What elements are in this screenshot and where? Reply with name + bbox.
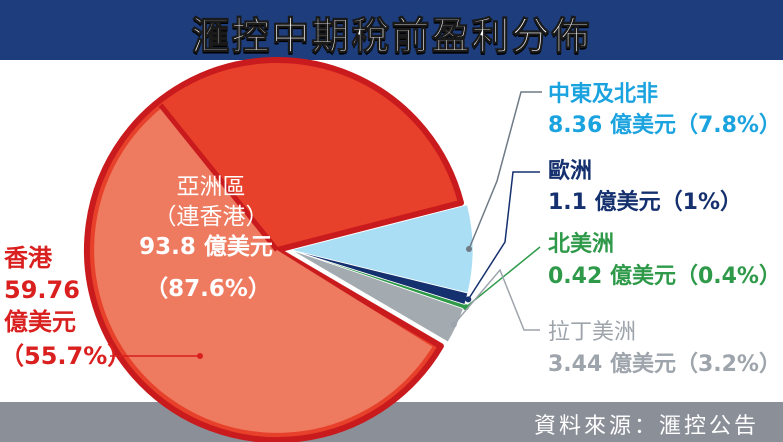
leader-europe <box>467 171 540 300</box>
hongkong-label-unit: 億美元 <box>4 308 76 336</box>
asia-label-percent: （87.6%） <box>145 275 271 302</box>
chart-title-shadow: 滙控中期稅前盈利分佈 <box>191 16 592 60</box>
latin-america-label-name: 拉丁美洲 <box>548 320 636 345</box>
mena-label-name: 中東及北非 <box>548 82 658 107</box>
hongkong-label-name: 香港 <box>4 244 53 272</box>
leader-latin-america <box>453 268 540 331</box>
hongkong-label-percent: （55.7%） <box>0 342 131 370</box>
europe-label: 歐洲 1.1 億美元（1%） <box>548 158 742 215</box>
mena-label-value: 8.36 億美元（7.8%） <box>548 112 781 138</box>
asia-label-value: 93.8 億美元 <box>139 233 273 260</box>
europe-label-value: 1.1 億美元（1%） <box>548 189 742 215</box>
hongkong-divider <box>158 103 279 252</box>
hongkong-label-value: 59.76 <box>4 276 80 304</box>
leader-hongkong-dot <box>197 353 203 359</box>
north-america-label-name: 北美洲 <box>548 231 614 257</box>
slice-hongkong <box>94 107 433 433</box>
chart-title: 滙控中期稅前盈利分佈 <box>191 14 592 59</box>
north-america-label: 北美洲 0.42 億美元（0.4%） <box>548 231 781 289</box>
leader-mena <box>468 91 542 250</box>
hongkong-label: 香港 59.76 億美元 （55.7%） <box>0 244 131 370</box>
source-note: 資料來源：滙控公告 <box>533 414 759 439</box>
north-america-label-value: 0.42 億美元（0.4%） <box>548 263 781 289</box>
footer-bar: 資料來源：滙控公告 <box>0 402 783 442</box>
asia-label-name: 亞洲區 <box>177 174 246 200</box>
leader-europe-dot <box>465 296 472 303</box>
asia-label-sub: （連香港） <box>154 204 269 230</box>
mena-label: 中東及北非 8.36 億美元（7.8%） <box>548 82 781 138</box>
leader-mena-dot <box>466 246 472 252</box>
title-bar: 滙控中期稅前盈利分佈 滙控中期稅前盈利分佈 <box>0 0 783 60</box>
latin-america-label: 拉丁美洲 3.44 億美元（3.2%） <box>548 320 781 377</box>
latin-america-label-value: 3.44 億美元（3.2%） <box>548 351 781 377</box>
europe-label-name: 歐洲 <box>548 158 592 184</box>
asia-label: 亞洲區 （連香港） 93.8 億美元 （87.6%） <box>139 174 273 302</box>
leader-latin-america-dot <box>450 321 457 328</box>
